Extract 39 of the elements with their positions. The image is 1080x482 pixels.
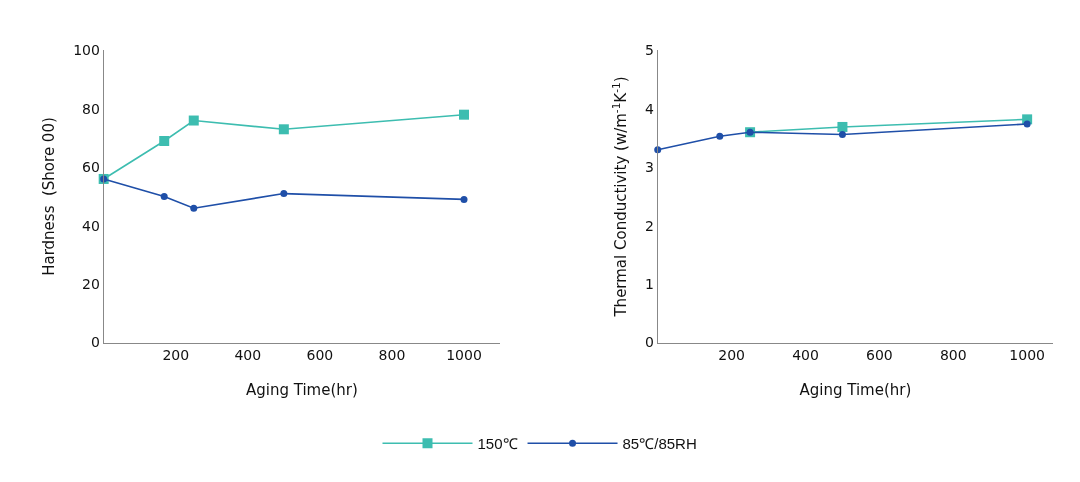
y-tick-label: 2 — [645, 217, 654, 234]
point — [159, 135, 170, 146]
y-tick-label: 0 — [90, 334, 100, 351]
x-tick-label: 400 — [792, 347, 819, 364]
x-tick-label: 800 — [378, 347, 406, 364]
y-tick-label: 1 — [645, 276, 654, 293]
point — [278, 124, 289, 135]
y-tick-label: 60 — [82, 159, 100, 176]
y-tick-label: 0 — [645, 334, 654, 351]
y-tick-label: 80 — [82, 100, 100, 117]
text: 150℃ — [477, 435, 518, 453]
x-axis-title: Aging Time(hr) — [245, 381, 358, 400]
x-tick-label: 1000 — [1009, 347, 1045, 364]
x-tick-label: 600 — [866, 347, 893, 364]
y-tick-label: 20 — [82, 276, 100, 293]
x-tick-label: 1000 — [446, 347, 482, 364]
point — [459, 109, 470, 120]
point — [460, 195, 468, 203]
y-tick-label: 100 — [73, 42, 100, 59]
point — [1023, 120, 1031, 128]
x-tick-label: 200 — [718, 347, 745, 364]
y-tick-label: 4 — [645, 100, 654, 117]
point — [280, 190, 288, 198]
x-tick-label: 800 — [939, 347, 967, 364]
x-tick-label: 600 — [306, 347, 334, 364]
y-tick-label: 3 — [645, 159, 654, 176]
point — [838, 131, 846, 139]
point — [190, 204, 198, 212]
y-axis-title: Hardness (Shore 00) — [40, 117, 59, 276]
x-tick-label: 200 — [162, 347, 190, 364]
point — [160, 193, 168, 200]
y-tick-label: 40 — [82, 217, 100, 234]
point — [837, 121, 848, 132]
point — [716, 132, 724, 140]
x-tick-label: 400 — [234, 347, 262, 364]
x-axis-title: Aging Time(hr) — [799, 381, 912, 400]
y-tick-label: 5 — [645, 42, 654, 59]
point — [188, 115, 199, 126]
text: 85℃/85RH — [622, 435, 697, 453]
